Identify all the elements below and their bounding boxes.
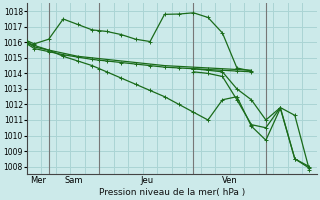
X-axis label: Pression niveau de la mer( hPa ): Pression niveau de la mer( hPa ) [99,188,245,197]
